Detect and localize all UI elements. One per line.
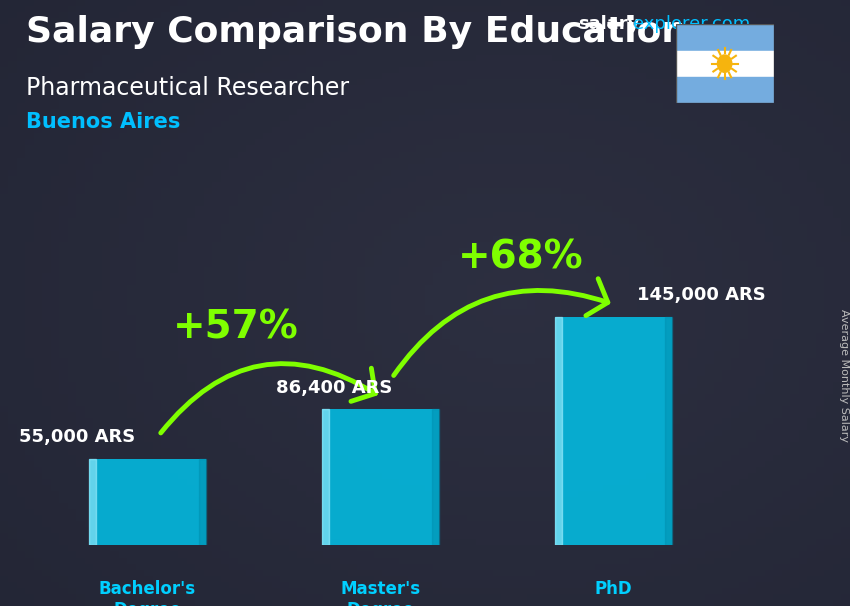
Bar <box>676 76 774 103</box>
Bar <box>665 317 672 545</box>
Bar <box>89 459 206 545</box>
Bar <box>676 51 774 76</box>
Bar <box>89 459 96 545</box>
Text: explorer.com: explorer.com <box>633 15 751 33</box>
FancyArrowPatch shape <box>161 364 376 433</box>
Text: Master's
Degree: Master's Degree <box>340 580 421 606</box>
Text: Pharmaceutical Researcher: Pharmaceutical Researcher <box>26 76 348 100</box>
Text: Salary Comparison By Education: Salary Comparison By Education <box>26 15 687 49</box>
Text: 145,000 ARS: 145,000 ARS <box>637 286 766 304</box>
Text: +68%: +68% <box>457 238 583 276</box>
Text: 86,400 ARS: 86,400 ARS <box>275 379 392 397</box>
Circle shape <box>717 55 732 72</box>
Text: 55,000 ARS: 55,000 ARS <box>20 428 135 446</box>
Bar <box>555 317 672 545</box>
Bar <box>432 409 439 545</box>
Bar <box>555 317 562 545</box>
Bar <box>676 24 774 51</box>
Text: Buenos Aires: Buenos Aires <box>26 112 180 132</box>
Text: Bachelor's
Degree: Bachelor's Degree <box>99 580 196 606</box>
Bar <box>199 459 206 545</box>
Text: Average Monthly Salary: Average Monthly Salary <box>839 309 849 442</box>
FancyArrowPatch shape <box>394 279 608 376</box>
Text: PhD: PhD <box>595 580 632 598</box>
Text: +57%: +57% <box>173 308 299 347</box>
Text: salary: salary <box>578 15 639 33</box>
Bar <box>322 409 439 545</box>
Bar <box>322 409 329 545</box>
